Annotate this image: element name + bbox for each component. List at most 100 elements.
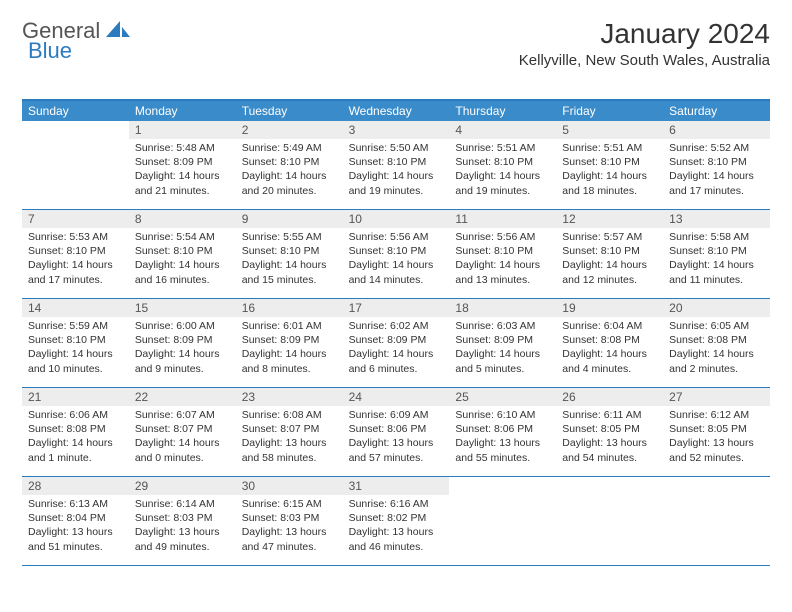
day-cell: 20Sunrise: 6:05 AMSunset: 8:08 PMDayligh… bbox=[663, 299, 770, 387]
day-body: Sunrise: 5:49 AMSunset: 8:10 PMDaylight:… bbox=[236, 139, 343, 202]
sunrise-text: Sunrise: 6:08 AM bbox=[242, 408, 337, 422]
month-title: January 2024 bbox=[519, 18, 770, 50]
day-cell: 13Sunrise: 5:58 AMSunset: 8:10 PMDayligh… bbox=[663, 210, 770, 298]
daylight-text: Daylight: 14 hours and 6 minutes. bbox=[349, 347, 444, 375]
day-number: 13 bbox=[663, 210, 770, 228]
dow-monday: Monday bbox=[129, 101, 236, 121]
day-number: 19 bbox=[556, 299, 663, 317]
week-row: 7Sunrise: 5:53 AMSunset: 8:10 PMDaylight… bbox=[22, 210, 770, 299]
sunrise-text: Sunrise: 5:54 AM bbox=[135, 230, 230, 244]
day-cell: 31Sunrise: 6:16 AMSunset: 8:02 PMDayligh… bbox=[343, 477, 450, 565]
day-body: Sunrise: 5:56 AMSunset: 8:10 PMDaylight:… bbox=[449, 228, 556, 291]
sunrise-text: Sunrise: 5:49 AM bbox=[242, 141, 337, 155]
sunrise-text: Sunrise: 5:56 AM bbox=[349, 230, 444, 244]
logo-sail-icon bbox=[106, 19, 132, 44]
day-body: Sunrise: 5:54 AMSunset: 8:10 PMDaylight:… bbox=[129, 228, 236, 291]
sunset-text: Sunset: 8:10 PM bbox=[669, 244, 764, 258]
logo-blue-row: Blue bbox=[28, 38, 72, 64]
daylight-text: Daylight: 14 hours and 8 minutes. bbox=[242, 347, 337, 375]
daylight-text: Daylight: 13 hours and 46 minutes. bbox=[349, 525, 444, 553]
sunrise-text: Sunrise: 5:58 AM bbox=[669, 230, 764, 244]
sunrise-text: Sunrise: 6:00 AM bbox=[135, 319, 230, 333]
sunset-text: Sunset: 8:10 PM bbox=[242, 244, 337, 258]
daylight-text: Daylight: 14 hours and 16 minutes. bbox=[135, 258, 230, 286]
day-cell: 27Sunrise: 6:12 AMSunset: 8:05 PMDayligh… bbox=[663, 388, 770, 476]
day-body: Sunrise: 6:13 AMSunset: 8:04 PMDaylight:… bbox=[22, 495, 129, 558]
sunset-text: Sunset: 8:10 PM bbox=[28, 333, 123, 347]
day-cell: 14Sunrise: 5:59 AMSunset: 8:10 PMDayligh… bbox=[22, 299, 129, 387]
location: Kellyville, New South Wales, Australia bbox=[519, 52, 770, 69]
sunrise-text: Sunrise: 6:05 AM bbox=[669, 319, 764, 333]
day-cell: 8Sunrise: 5:54 AMSunset: 8:10 PMDaylight… bbox=[129, 210, 236, 298]
sunset-text: Sunset: 8:10 PM bbox=[28, 244, 123, 258]
daylight-text: Daylight: 14 hours and 10 minutes. bbox=[28, 347, 123, 375]
dow-friday: Friday bbox=[556, 101, 663, 121]
day-number: 31 bbox=[343, 477, 450, 495]
daylight-text: Daylight: 14 hours and 13 minutes. bbox=[455, 258, 550, 286]
dow-row: Sunday Monday Tuesday Wednesday Thursday… bbox=[22, 101, 770, 121]
sunset-text: Sunset: 8:08 PM bbox=[562, 333, 657, 347]
day-cell: 10Sunrise: 5:56 AMSunset: 8:10 PMDayligh… bbox=[343, 210, 450, 298]
day-cell: 9Sunrise: 5:55 AMSunset: 8:10 PMDaylight… bbox=[236, 210, 343, 298]
day-number: 4 bbox=[449, 121, 556, 139]
sunset-text: Sunset: 8:08 PM bbox=[669, 333, 764, 347]
sunset-text: Sunset: 8:10 PM bbox=[242, 155, 337, 169]
day-body: Sunrise: 5:51 AMSunset: 8:10 PMDaylight:… bbox=[449, 139, 556, 202]
day-body: Sunrise: 5:58 AMSunset: 8:10 PMDaylight:… bbox=[663, 228, 770, 291]
day-number: 26 bbox=[556, 388, 663, 406]
day-number: 3 bbox=[343, 121, 450, 139]
day-number: 5 bbox=[556, 121, 663, 139]
daylight-text: Daylight: 14 hours and 1 minute. bbox=[28, 436, 123, 464]
daylight-text: Daylight: 14 hours and 11 minutes. bbox=[669, 258, 764, 286]
sunset-text: Sunset: 8:10 PM bbox=[455, 155, 550, 169]
day-body: Sunrise: 5:57 AMSunset: 8:10 PMDaylight:… bbox=[556, 228, 663, 291]
daylight-text: Daylight: 13 hours and 54 minutes. bbox=[562, 436, 657, 464]
day-number: 28 bbox=[22, 477, 129, 495]
sunset-text: Sunset: 8:10 PM bbox=[669, 155, 764, 169]
daylight-text: Daylight: 13 hours and 58 minutes. bbox=[242, 436, 337, 464]
sunrise-text: Sunrise: 5:56 AM bbox=[455, 230, 550, 244]
day-body: Sunrise: 5:59 AMSunset: 8:10 PMDaylight:… bbox=[22, 317, 129, 380]
daylight-text: Daylight: 13 hours and 57 minutes. bbox=[349, 436, 444, 464]
day-body: Sunrise: 5:53 AMSunset: 8:10 PMDaylight:… bbox=[22, 228, 129, 291]
day-cell: 12Sunrise: 5:57 AMSunset: 8:10 PMDayligh… bbox=[556, 210, 663, 298]
day-body: Sunrise: 5:56 AMSunset: 8:10 PMDaylight:… bbox=[343, 228, 450, 291]
day-number: 15 bbox=[129, 299, 236, 317]
day-body: Sunrise: 6:05 AMSunset: 8:08 PMDaylight:… bbox=[663, 317, 770, 380]
sunset-text: Sunset: 8:10 PM bbox=[349, 244, 444, 258]
day-cell: 26Sunrise: 6:11 AMSunset: 8:05 PMDayligh… bbox=[556, 388, 663, 476]
dow-tuesday: Tuesday bbox=[236, 101, 343, 121]
daylight-text: Daylight: 13 hours and 49 minutes. bbox=[135, 525, 230, 553]
day-body: Sunrise: 5:48 AMSunset: 8:09 PMDaylight:… bbox=[129, 139, 236, 202]
sunset-text: Sunset: 8:10 PM bbox=[562, 244, 657, 258]
sunset-text: Sunset: 8:06 PM bbox=[455, 422, 550, 436]
day-number: 29 bbox=[129, 477, 236, 495]
day-cell: 23Sunrise: 6:08 AMSunset: 8:07 PMDayligh… bbox=[236, 388, 343, 476]
sunset-text: Sunset: 8:06 PM bbox=[349, 422, 444, 436]
day-cell: 30Sunrise: 6:15 AMSunset: 8:03 PMDayligh… bbox=[236, 477, 343, 565]
sunset-text: Sunset: 8:05 PM bbox=[562, 422, 657, 436]
day-body: Sunrise: 5:51 AMSunset: 8:10 PMDaylight:… bbox=[556, 139, 663, 202]
day-body: Sunrise: 6:00 AMSunset: 8:09 PMDaylight:… bbox=[129, 317, 236, 380]
day-number: 20 bbox=[663, 299, 770, 317]
day-number: 17 bbox=[343, 299, 450, 317]
sunset-text: Sunset: 8:09 PM bbox=[349, 333, 444, 347]
sunset-text: Sunset: 8:10 PM bbox=[455, 244, 550, 258]
day-body: Sunrise: 6:12 AMSunset: 8:05 PMDaylight:… bbox=[663, 406, 770, 469]
sunset-text: Sunset: 8:09 PM bbox=[242, 333, 337, 347]
day-body: Sunrise: 6:14 AMSunset: 8:03 PMDaylight:… bbox=[129, 495, 236, 558]
day-cell: 17Sunrise: 6:02 AMSunset: 8:09 PMDayligh… bbox=[343, 299, 450, 387]
day-number: 12 bbox=[556, 210, 663, 228]
day-body: Sunrise: 6:08 AMSunset: 8:07 PMDaylight:… bbox=[236, 406, 343, 469]
day-body: Sunrise: 6:11 AMSunset: 8:05 PMDaylight:… bbox=[556, 406, 663, 469]
day-number: 9 bbox=[236, 210, 343, 228]
dow-sunday: Sunday bbox=[22, 101, 129, 121]
day-number: 2 bbox=[236, 121, 343, 139]
day-cell: 7Sunrise: 5:53 AMSunset: 8:10 PMDaylight… bbox=[22, 210, 129, 298]
sunset-text: Sunset: 8:10 PM bbox=[349, 155, 444, 169]
day-body: Sunrise: 5:52 AMSunset: 8:10 PMDaylight:… bbox=[663, 139, 770, 202]
day-number: 27 bbox=[663, 388, 770, 406]
week-row: 1Sunrise: 5:48 AMSunset: 8:09 PMDaylight… bbox=[22, 121, 770, 210]
sunset-text: Sunset: 8:04 PM bbox=[28, 511, 123, 525]
daylight-text: Daylight: 14 hours and 17 minutes. bbox=[669, 169, 764, 197]
